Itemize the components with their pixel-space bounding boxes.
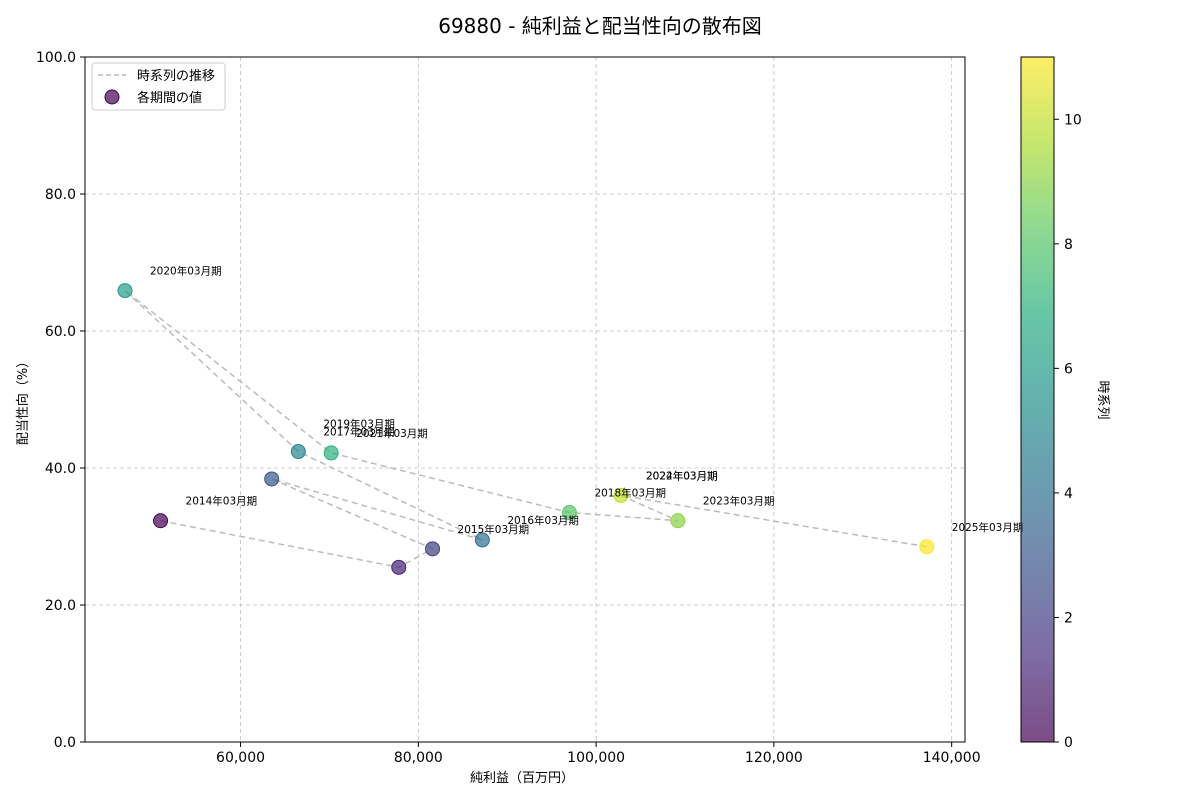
y-axis-ticks: 0.0 20.0 40.0 60.0 80.0 100.0 xyxy=(36,50,85,751)
point-label: 2025年03月期 xyxy=(952,521,1024,534)
plot-frame xyxy=(84,56,966,743)
chart-title: 69880 - 純利益と配当性向の散布図 xyxy=(438,14,762,38)
point-label: 2014年03月期 xyxy=(186,495,258,508)
x-tick-label: 80,000 xyxy=(394,750,443,766)
colorbar-tick-label: 4 xyxy=(1064,486,1073,502)
colorbar-tick-label: 0 xyxy=(1064,735,1073,751)
x-tick-label: 100,000 xyxy=(567,750,625,766)
x-tick-label: 60,000 xyxy=(216,750,265,766)
y-axis-label: 配当性向（%） xyxy=(15,355,31,445)
colorbar-tick-label: 10 xyxy=(1064,112,1082,128)
colorbar-tick-label: 8 xyxy=(1064,237,1073,253)
colorbar-ticks: 0 2 4 6 8 10 xyxy=(1054,112,1082,751)
data-point xyxy=(117,283,133,299)
x-tick-label: 140,000 xyxy=(923,750,981,766)
x-axis-ticks: 60,000 80,000 100,000 120,000 140,000 xyxy=(216,742,981,766)
data-points xyxy=(117,283,935,575)
data-point xyxy=(153,513,169,529)
legend-marker-swatch xyxy=(104,89,120,105)
data-point xyxy=(474,532,490,548)
grid-lines xyxy=(85,57,965,742)
x-axis-label: 純利益（百万円） xyxy=(470,771,574,786)
legend: 時系列の推移 各期間の値 xyxy=(91,62,226,111)
legend-marker-label: 各期間の値 xyxy=(137,90,202,106)
data-point xyxy=(613,487,629,503)
y-tick-label: 80.0 xyxy=(45,187,76,203)
y-tick-label: 100.0 xyxy=(36,50,76,66)
y-tick-label: 20.0 xyxy=(45,598,76,614)
colorbar: 0 2 4 6 8 10 時系列 xyxy=(1020,56,1110,751)
point-label: 2021年03月期 xyxy=(356,427,428,440)
data-point xyxy=(391,559,407,575)
data-point xyxy=(264,471,280,487)
point-label: 2019年03月期 xyxy=(323,418,395,431)
colorbar-label: 時系列 xyxy=(1095,380,1110,419)
point-label: 2020年03月期 xyxy=(150,265,222,278)
y-tick-label: 60.0 xyxy=(45,324,76,340)
plot-area xyxy=(85,57,965,742)
colorbar-tick-label: 2 xyxy=(1064,610,1073,626)
data-point xyxy=(425,541,441,557)
y-tick-label: 0.0 xyxy=(54,735,76,751)
data-point xyxy=(561,505,577,521)
data-point xyxy=(919,539,935,555)
data-point xyxy=(290,444,306,460)
colorbar-tick-label: 6 xyxy=(1064,361,1073,377)
point-label: 2023年03月期 xyxy=(703,495,775,508)
point-label: 2018年03月期 xyxy=(594,487,666,500)
point-label: 2022年03月期 xyxy=(646,469,718,482)
data-point xyxy=(323,445,339,461)
colorbar-gradient xyxy=(1020,56,1055,743)
y-tick-label: 40.0 xyxy=(45,461,76,477)
legend-line-label: 時系列の推移 xyxy=(137,69,215,84)
point-label: 2016年03月期 xyxy=(507,514,579,527)
point-label: 2024年03月期 xyxy=(646,469,718,482)
data-point xyxy=(670,513,686,529)
x-tick-label: 120,000 xyxy=(745,750,803,766)
point-label: 2017年03月期 xyxy=(323,426,395,439)
point-label: 2015年03月期 xyxy=(458,523,530,536)
